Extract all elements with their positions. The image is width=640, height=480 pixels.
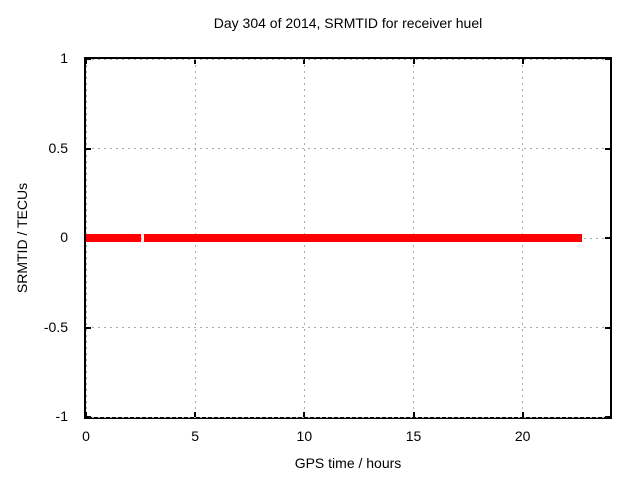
x-tick-label: 0 xyxy=(82,428,90,444)
y-tick-mark-left xyxy=(86,147,91,150)
x-tick-mark-top xyxy=(194,59,197,64)
x-tick-mark-top xyxy=(303,59,306,64)
y-gridline xyxy=(86,148,610,149)
y-tick-label: 0 xyxy=(60,229,68,245)
y-tick-mark-right xyxy=(605,326,610,329)
x-tick-mark-bottom xyxy=(521,412,524,417)
y-gridline xyxy=(86,327,610,328)
x-tick-mark-top xyxy=(521,59,524,64)
x-tick-mark-bottom xyxy=(194,412,197,417)
y-tick-mark-right xyxy=(605,416,610,418)
y-tick-mark-left xyxy=(86,58,91,60)
x-tick-mark-bottom xyxy=(303,412,306,417)
x-tick-mark-top xyxy=(85,59,87,64)
y-tick-label: -1 xyxy=(55,408,68,424)
data-series-segment xyxy=(144,234,583,242)
x-tick-mark-top xyxy=(412,59,415,64)
x-tick-mark-bottom xyxy=(85,412,87,417)
x-tick-label: 15 xyxy=(405,428,422,444)
y-tick-mark-right xyxy=(605,58,610,60)
plot-area xyxy=(84,57,612,419)
y-tick-mark-right xyxy=(605,147,610,150)
y-tick-mark-left xyxy=(86,326,91,329)
y-tick-label: -0.5 xyxy=(43,318,68,335)
y-tick-label: 1 xyxy=(60,50,68,66)
y-tick-label: 0.5 xyxy=(48,139,68,156)
y-gridline xyxy=(86,416,610,418)
x-tick-mark-bottom xyxy=(412,412,415,417)
y-tick-mark-left xyxy=(86,416,91,418)
y-tick-mark-right xyxy=(605,237,610,239)
x-axis-label: GPS time / hours xyxy=(294,455,402,471)
data-series-segment xyxy=(86,234,141,242)
x-tick-label: 5 xyxy=(191,428,200,444)
chart-title: Day 304 of 2014, SRMTID for receiver hue… xyxy=(213,15,483,31)
x-tick-label: 20 xyxy=(514,428,531,444)
x-tick-label: 10 xyxy=(296,428,313,444)
y-gridline xyxy=(86,58,610,60)
